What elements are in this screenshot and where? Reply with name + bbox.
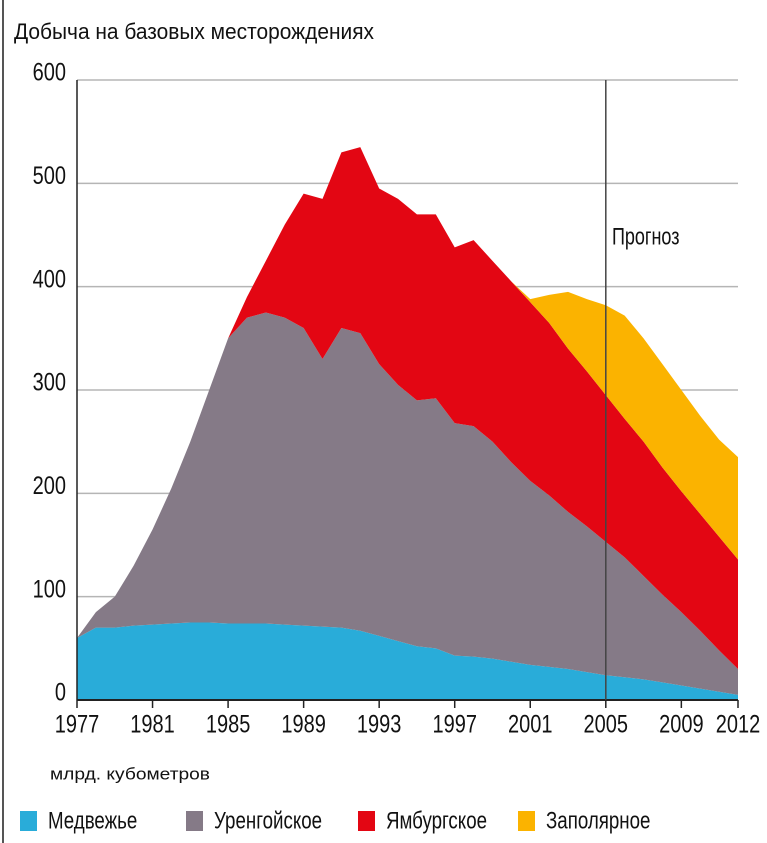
legend-swatch [186, 811, 203, 831]
x-tick-label: 2009 [659, 711, 703, 739]
legend-swatch [358, 811, 375, 831]
x-tick-label: 1989 [281, 711, 325, 739]
legend-label: Ямбургское [386, 807, 487, 834]
x-tick-label: 2005 [584, 711, 628, 739]
y-tick-label: 400 [33, 265, 66, 293]
x-tick-label: 1993 [357, 711, 401, 739]
x-tick-label: 1985 [206, 711, 250, 739]
y-axis-label: млрд. кубометров [50, 764, 210, 783]
chart-title: Добыча на базовых месторождениях [14, 19, 374, 44]
y-tick-label: 300 [33, 369, 66, 397]
legend-label: Заполярное [546, 807, 650, 834]
legend-swatch [20, 811, 37, 831]
x-tick-label: 1981 [130, 711, 174, 739]
x-tick-label: 1977 [55, 711, 99, 739]
x-tick-label: 1997 [432, 711, 476, 739]
area [77, 312, 738, 695]
annotation: Прогноз [612, 224, 679, 250]
x-tick-label: 2001 [508, 711, 552, 739]
legend-label: Медвежье [48, 807, 137, 834]
y-tick-label: 500 [33, 162, 66, 190]
y-tick-label: 200 [33, 472, 66, 500]
legend-swatch [518, 811, 535, 831]
area [77, 622, 738, 700]
y-tick-label: 0 [55, 679, 66, 707]
y-tick-label: 100 [33, 575, 66, 603]
axes: 0 100 200 300 400 500 600 1977 1981 1985 1989 1993 1… [33, 59, 761, 739]
legend: Медвежье Уренгойское Ямбургское Заполярное [20, 807, 650, 834]
x-tick-label: 2012 [716, 711, 760, 739]
y-tick-label: 600 [33, 59, 66, 87]
legend-label: Уренгойское [214, 807, 322, 834]
